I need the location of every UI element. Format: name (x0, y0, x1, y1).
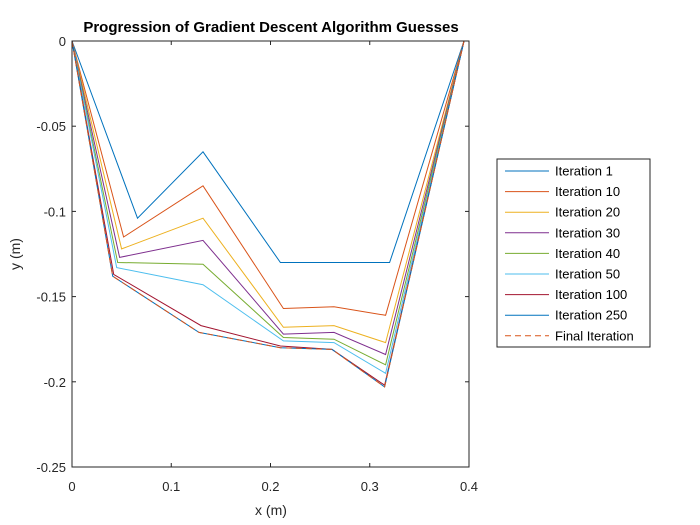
x-tick-label: 0 (68, 479, 75, 494)
series-line-4 (71, 40, 465, 356)
series-line-2 (71, 40, 465, 316)
legend-label-6: Iteration 50 (555, 267, 620, 282)
legend-label-2: Iteration 10 (555, 184, 620, 199)
legend-label-4: Iteration 30 (555, 225, 620, 240)
series-line-7 (71, 40, 465, 387)
legend-label-1: Iteration 1 (555, 164, 613, 179)
legend: Iteration 1 Iteration 10 Iteration 20 Itera… (496, 158, 651, 348)
legend-label-8: Iteration 250 (555, 308, 627, 323)
x-axis-label: x (m) (255, 502, 287, 518)
x-axis-ticks: 0 0.1 0.2 0.3 0.4 (68, 41, 478, 494)
y-tick-label: -0.15 (36, 290, 66, 305)
legend-label-7: Iteration 100 (555, 287, 627, 302)
legend-label-3: Iteration 20 (555, 205, 620, 220)
series-line-6 (71, 40, 465, 375)
x-tick-label: 0.1 (162, 479, 180, 494)
y-tick-label: -0.2 (44, 375, 66, 390)
legend-entries: Iteration 1 Iteration 10 Iteration 20 Itera… (505, 164, 634, 343)
legend-label-5: Iteration 40 (555, 246, 620, 261)
y-tick-label: -0.05 (36, 119, 66, 134)
series-line-8 (71, 40, 465, 388)
y-axis-ticks: 0 -0.05 -0.1 -0.15 -0.2 -0.25 (36, 34, 469, 475)
plot-lines (71, 40, 465, 388)
series-line-9 (71, 40, 465, 388)
x-tick-label: 0.2 (261, 479, 279, 494)
y-tick-label: -0.25 (36, 460, 66, 475)
x-tick-label: 0.3 (361, 479, 379, 494)
series-line-5 (71, 40, 465, 366)
y-tick-label: 0 (59, 34, 66, 49)
legend-label-9: Final Iteration (555, 328, 634, 343)
x-tick-label: 0.4 (460, 479, 478, 494)
chart-title: Progression of Gradient Descent Algorith… (83, 19, 458, 36)
y-axis-label: y (m) (7, 238, 23, 270)
series-line-1 (71, 40, 465, 263)
y-tick-label: -0.1 (44, 204, 66, 219)
axes-box (71, 40, 470, 468)
series-line-3 (71, 40, 465, 344)
